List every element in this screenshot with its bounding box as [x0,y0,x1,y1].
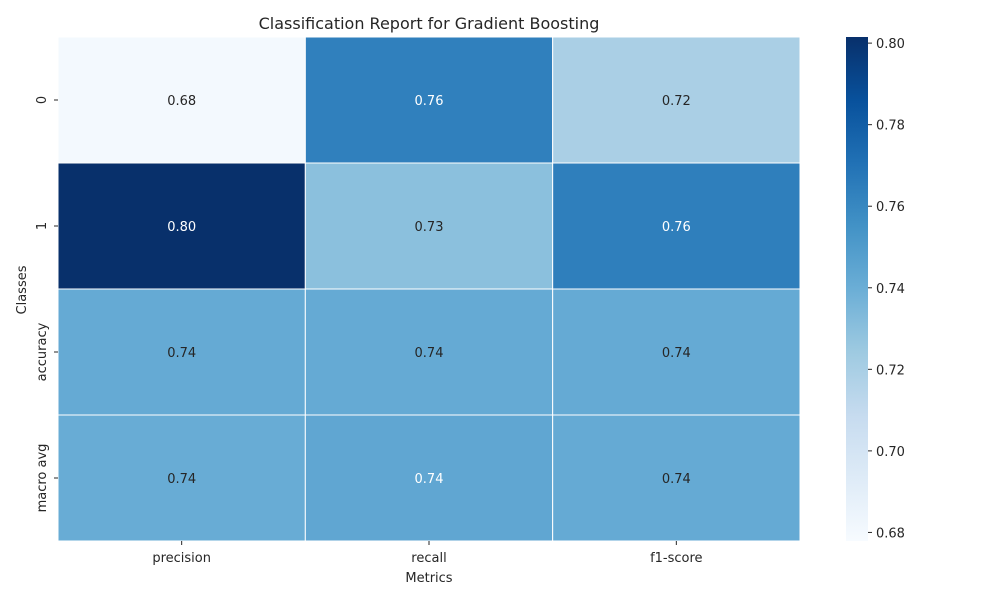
x-axis: precision recall f1-score [152,541,703,566]
heatmap-cells [57,36,801,542]
y-axis-label: Classes [15,265,30,314]
heatmap-cell [552,36,801,164]
colorbar [846,37,868,541]
cell-value-label: 0.74 [415,472,444,487]
colorbar-tick-label: 0.78 [876,119,905,134]
y-axis: 0 1 accuracy macro avg [35,96,58,513]
heatmap-cell [552,162,801,290]
colorbar-tick-label: 0.80 [876,37,905,52]
heatmap-cell [57,162,306,290]
y-tick-label: macro avg [35,444,50,513]
colorbar-tick-label: 0.72 [876,363,905,378]
cell-value-label: 0.80 [167,220,196,235]
heatmap-cell [57,414,306,542]
x-tick-label: precision [152,551,211,566]
chart-title: Classification Report for Gradient Boost… [259,14,600,33]
x-tick-label: recall [411,551,446,566]
cell-value-label: 0.74 [167,472,196,487]
colorbar-tick-label: 0.74 [876,282,905,297]
cell-value-label: 0.74 [662,472,691,487]
colorbar-tick-label: 0.76 [876,200,905,215]
heatmap-cell [552,414,801,542]
heatmap-cell [304,36,554,164]
heatmap-cell [57,36,306,164]
cell-value-label: 0.74 [167,346,196,361]
x-axis-label: Metrics [405,571,452,586]
x-tick-label: f1-score [650,551,702,566]
colorbar-tick-label: 0.70 [876,445,905,460]
colorbar-tick-label: 0.68 [876,526,905,541]
heatmap-cell [304,162,554,290]
colorbar-ticks: 0.68 0.70 0.72 0.74 0.76 0.78 0.80 [868,37,905,541]
cell-value-label: 0.74 [415,346,444,361]
y-tick-label: 1 [35,222,50,230]
cell-value-label: 0.72 [662,94,691,109]
y-tick-label: accuracy [35,322,50,381]
cell-value-label: 0.68 [167,94,196,109]
heatmap-cell-labels: 0.68 0.76 0.72 0.80 0.73 0.76 0.74 0.74 0.74 0.74… [167,94,691,487]
cell-value-label: 0.73 [415,220,444,235]
colorbar-gradient [846,37,868,541]
y-tick-label: 0 [35,96,50,104]
cell-value-label: 0.76 [415,94,444,109]
heatmap-cell [57,288,306,416]
cell-value-label: 0.74 [662,346,691,361]
heatmap-cell [304,288,554,416]
cell-value-label: 0.76 [662,220,691,235]
